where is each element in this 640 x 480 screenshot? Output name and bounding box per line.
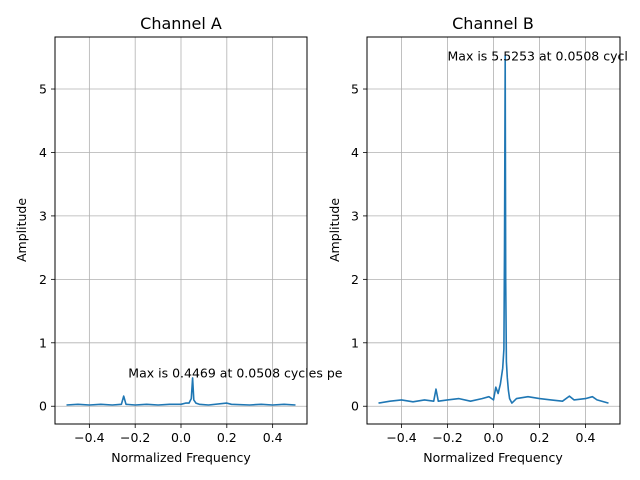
x-ticks: −0.4 −0.2 0.0 0.2 0.4 — [74, 424, 283, 445]
max-annotation: Max is 5.5253 at 0.0508 cycl — [448, 48, 628, 63]
x-tick-label: −0.4 — [74, 430, 104, 445]
y-tick-label: 3 — [351, 208, 359, 223]
y-tick-label: 0 — [351, 399, 359, 414]
series-line-group — [66, 377, 296, 406]
y-tick-label: 3 — [39, 208, 47, 223]
y-tick-label: 1 — [351, 335, 359, 350]
y-axis-label: Amplitude — [14, 198, 29, 262]
series-line — [66, 377, 296, 406]
x-tick-label: 0.0 — [484, 430, 504, 445]
y-tick-label: 2 — [39, 272, 47, 287]
y-tick-label: 5 — [39, 82, 47, 97]
x-tick-label: −0.2 — [120, 430, 150, 445]
x-tick-label: 0.2 — [530, 430, 550, 445]
chart-title: Channel A — [140, 14, 222, 33]
x-tick-label: 0.4 — [263, 430, 283, 445]
chart-title: Channel B — [452, 14, 534, 33]
x-tick-label: 0.0 — [171, 430, 191, 445]
x-ticks: −0.4 −0.2 0.0 0.2 0.4 — [386, 424, 595, 445]
series-line — [378, 54, 609, 404]
y-tick-label: 0 — [39, 399, 47, 414]
y-tick-label: 2 — [351, 272, 359, 287]
y-ticks: 0 1 2 3 4 5 — [39, 82, 55, 414]
grid-lines — [367, 37, 620, 424]
x-tick-label: −0.2 — [432, 430, 462, 445]
x-axis-label: Normalized Frequency — [111, 450, 251, 465]
max-annotation: Max is 0.4469 at 0.0508 cycles pe — [128, 366, 342, 381]
series-line-group — [378, 54, 609, 404]
x-tick-label: 0.2 — [217, 430, 237, 445]
y-tick-label: 4 — [351, 145, 359, 160]
y-axis-label: Amplitude — [327, 198, 342, 262]
grid-lines — [55, 37, 307, 424]
y-tick-label: 4 — [39, 145, 47, 160]
x-axis-label: Normalized Frequency — [423, 450, 563, 465]
x-tick-label: −0.4 — [386, 430, 416, 445]
y-ticks: 0 1 2 3 4 5 — [351, 82, 367, 414]
y-tick-label: 5 — [351, 82, 359, 97]
y-tick-label: 1 — [39, 335, 47, 350]
x-tick-label: 0.4 — [576, 430, 596, 445]
panel-channel-a: −0.4 −0.2 0.0 0.2 0.4 0 1 2 3 4 5 Channel A Norma… — [14, 14, 343, 465]
panel-channel-b: −0.4 −0.2 0.0 0.2 0.4 0 1 2 3 4 5 Channel B Norma… — [327, 14, 628, 465]
